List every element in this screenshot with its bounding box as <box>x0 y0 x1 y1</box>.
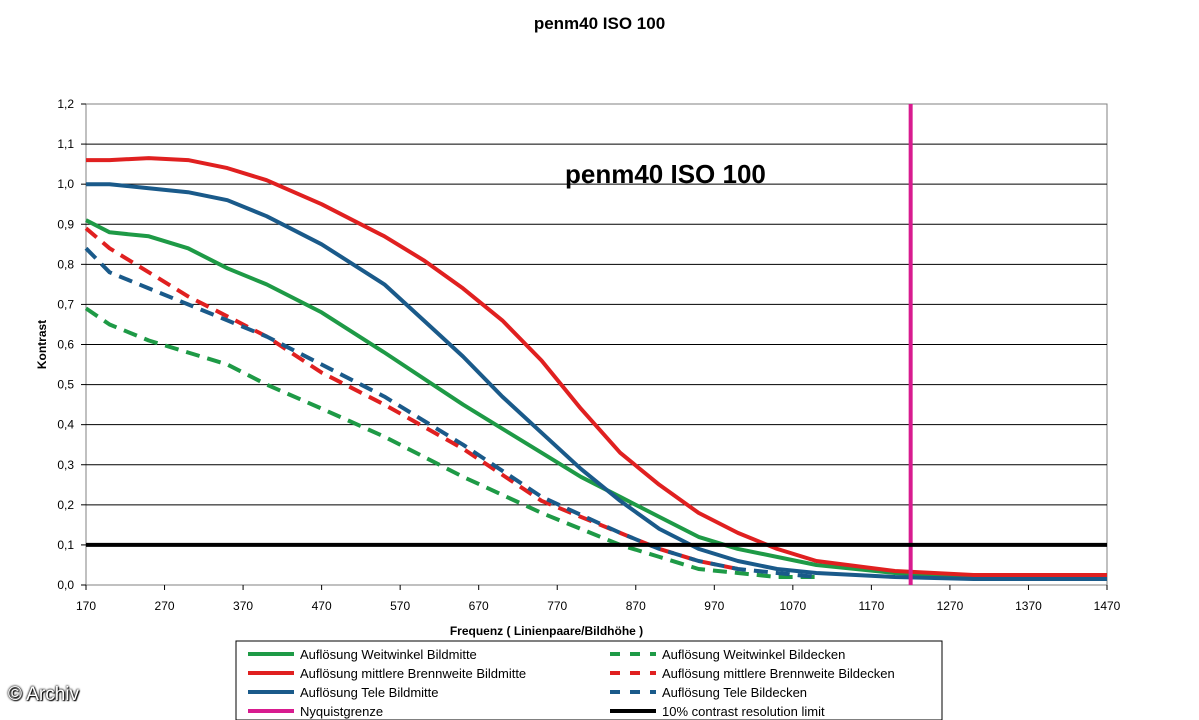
x-tick-label: 970 <box>704 599 724 613</box>
inner-chart-title: penm40 ISO 100 <box>565 159 766 189</box>
y-tick-label: 0,5 <box>57 378 74 392</box>
legend-label: Auflösung mittlere Brennweite Bildmitte <box>300 666 526 681</box>
x-tick-label: 270 <box>155 599 175 613</box>
x-tick-label: 470 <box>312 599 332 613</box>
x-tick-label: 1070 <box>779 599 806 613</box>
x-tick-label: 670 <box>469 599 489 613</box>
x-tick-label: 370 <box>233 599 253 613</box>
legend-label: Nyquistgrenze <box>300 704 383 719</box>
legend-label: Auflösung Tele Bildecken <box>662 685 807 700</box>
series-line-4 <box>84 306 817 579</box>
reference-lines <box>86 104 1107 585</box>
y-tick-label: 0,9 <box>57 217 74 231</box>
axes: 0,0 0,1 0,2 0,3 0,4 0,5 0,6 0,7 0,8 0,9 1,0 1,1 1,2 1… <box>35 97 1121 638</box>
x-tick-label: 570 <box>390 599 410 613</box>
y-tick-label: 0,1 <box>57 538 74 552</box>
y-tick-label: 0,7 <box>57 297 74 311</box>
x-tick-label: 1370 <box>1015 599 1042 613</box>
legend-box <box>235 640 943 720</box>
y-tick-label: 1,2 <box>57 97 74 111</box>
series-line-3 <box>86 182 1107 581</box>
grid-lines <box>85 103 1108 586</box>
x-tick-label: 1270 <box>937 599 964 613</box>
legend-label: Auflösung Weitwinkel Bildecken <box>662 647 845 662</box>
series-line-5 <box>84 226 739 571</box>
y-tick-label: 1,0 <box>57 177 74 191</box>
series-group <box>84 156 1107 581</box>
x-tick-label: 770 <box>547 599 567 613</box>
y-tick-label: 0,8 <box>57 257 74 271</box>
y-tick-label: 0,0 <box>57 578 74 592</box>
legend-label: Auflösung Weitwinkel Bildmitte <box>300 647 477 662</box>
y-tick-label: 1,1 <box>57 137 74 151</box>
x-tick-label: 870 <box>626 599 646 613</box>
x-tick-label: 1170 <box>858 599 884 613</box>
y-tick-label: 0,4 <box>57 418 74 432</box>
legend-label: 10% contrast resolution limit <box>662 704 825 719</box>
legend: Auflösung Weitwinkel Bildmitte Auflösung … <box>235 640 943 720</box>
y-tick-label: 0,6 <box>57 338 74 352</box>
copyright-watermark: © Archiv <box>8 684 80 705</box>
x-tick-label: 1470 <box>1094 599 1121 613</box>
y-tick-label: 0,3 <box>57 458 74 472</box>
series-line-2 <box>86 156 1107 577</box>
y-tick-label: 0,2 <box>57 498 74 512</box>
page-title: penm40 ISO 100 <box>533 14 666 33</box>
legend-label: Auflösung Tele Bildmitte <box>300 685 439 700</box>
legend-label: Auflösung mittlere Brennweite Bildecken <box>662 666 895 681</box>
y-axis-title: Kontrast <box>35 320 49 369</box>
series-line-1 <box>85 218 1107 579</box>
series-line-6 <box>84 246 817 579</box>
x-tick-label: 170 <box>76 599 96 613</box>
x-axis-title: Frequenz ( Linienpaare/Bildhöhe ) <box>450 624 643 638</box>
